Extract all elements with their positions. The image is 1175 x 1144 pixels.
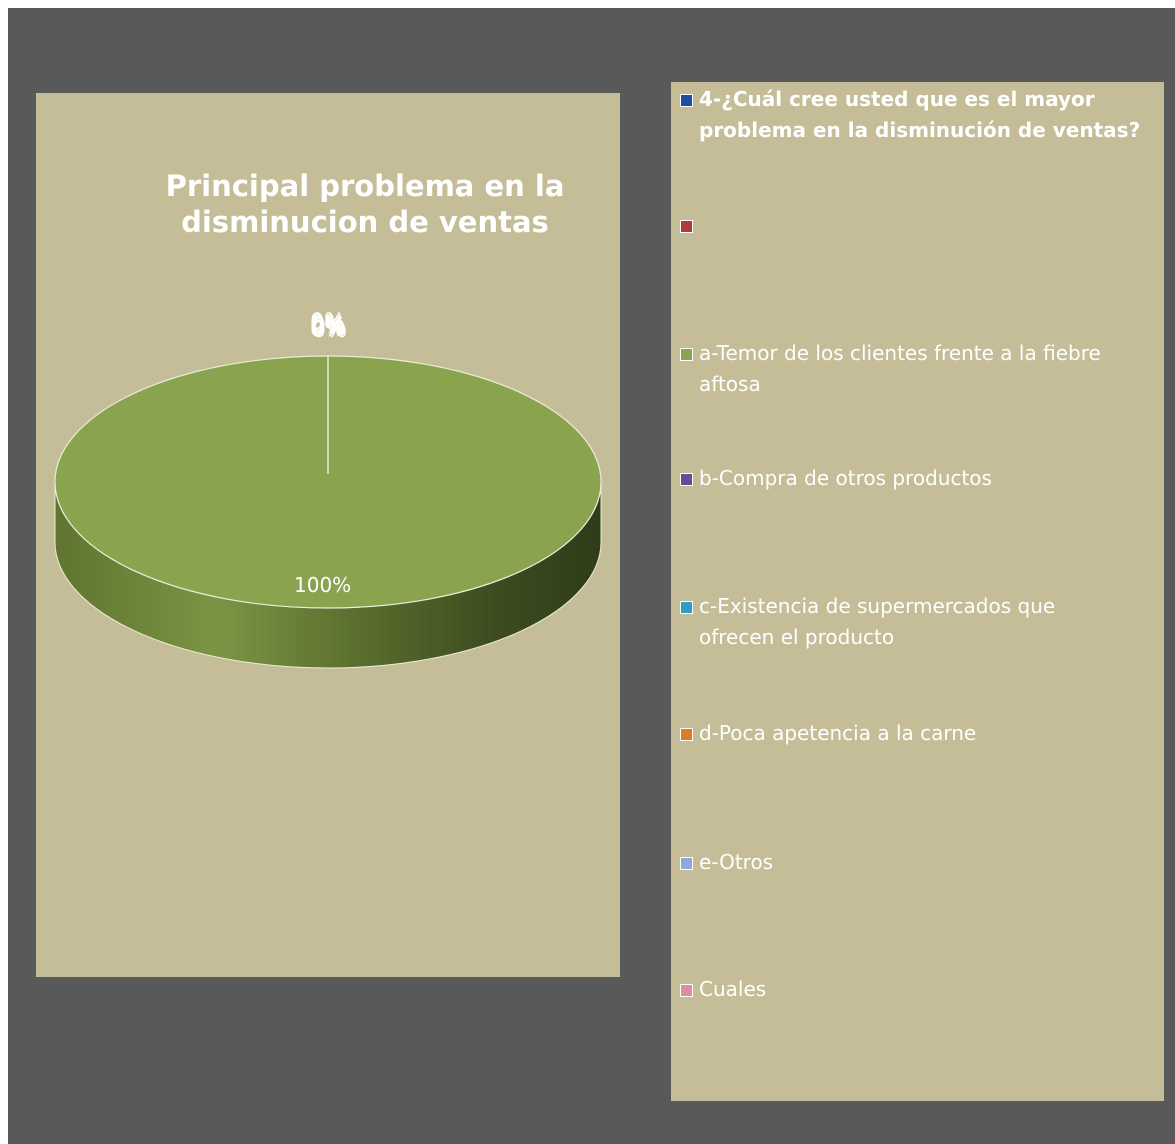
chart-title-line: disminucion de ventas [181,205,549,239]
legend-swatch [680,728,693,741]
legend-label: a-Temor de los clientes frente a la fieb… [699,341,1101,396]
legend-item: e-Otros [680,847,1160,878]
data-label: 0% [312,315,347,340]
legend-item: c-Existencia de supermercados que ofrecen… [680,591,1160,653]
data-label: 0% [310,314,345,339]
legend-item: 4-¿Cuál cree usted que es el mayor proble… [680,84,1160,146]
legend-item: b-Compra de otros productos [680,463,1160,494]
legend-label: b-Compra de otros productos [699,466,992,490]
legend-label: 4-¿Cuál cree usted que es el mayor proble… [699,87,1141,142]
legend-label: d-Poca apetencia a la carne [699,721,977,745]
legend-swatch [680,601,693,614]
legend-item [680,210,1160,233]
data-label: 0% [312,318,347,343]
legend-label: Cuales [699,977,767,1001]
chart-title: Principal problema en la disminucion de v… [166,169,565,239]
data-label: 100% [294,573,351,597]
chart-title-line: Principal problema en la [166,169,565,203]
legend-swatch [680,220,693,233]
legend-swatch [680,473,693,486]
legend-label: e-Otros [699,850,774,874]
legend-item: a-Temor de los clientes frente a la fieb… [680,338,1160,400]
legend-swatch [680,984,693,997]
legend-swatch [680,857,693,870]
data-label: 0% [311,312,346,337]
data-label: 0% [310,317,345,342]
legend-label: c-Existencia de supermercados que ofrecen… [699,594,1056,649]
legend-swatch [680,348,693,361]
legend-item: d-Poca apetencia a la carne [680,718,1160,749]
legend: 4-¿Cuál cree usted que es el mayor proble… [671,82,1164,1101]
legend-swatch [680,94,693,107]
data-label: 0% [311,314,346,339]
data-label: 0% [310,310,345,335]
legend-item: Cuales [680,974,1160,1005]
